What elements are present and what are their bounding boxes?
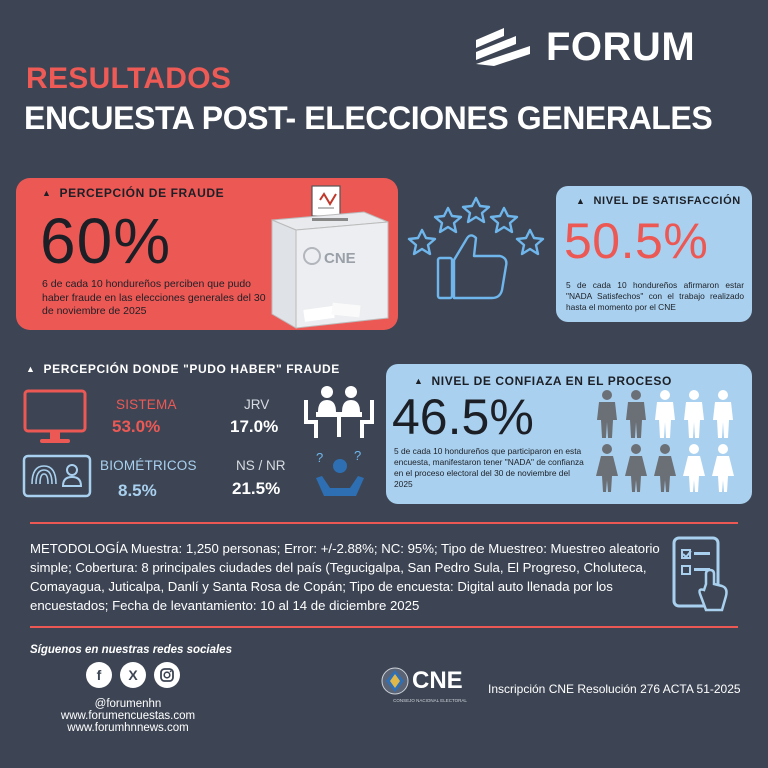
svg-text:?: ? <box>354 448 361 463</box>
confianza-label: ▲ NIVEL DE CONFIAZA EN EL PROCESO <box>414 374 672 388</box>
stars-thumbs-up-icon <box>404 194 548 309</box>
satisfaccion-label: ▲ NIVEL DE SATISFACCIÓN <box>576 195 741 207</box>
biometricos-value: 8.5% <box>118 481 157 500</box>
cne-subtitle: CONSEJO NACIONAL ELECTORAL <box>393 698 467 703</box>
fraude-value: 60% <box>40 205 172 277</box>
person-icon <box>655 390 675 438</box>
forum-logo-icon <box>476 28 530 66</box>
person-icon <box>597 390 617 438</box>
meeting-table-icon <box>302 384 376 445</box>
cne-emblem-icon <box>381 667 409 695</box>
confianza-label-text: NIVEL DE CONFIAZA EN EL PROCESO <box>431 374 672 388</box>
donde-fraude-label-text: PERCEPCIÓN DONDE "PUDO HABER" FRAUDE <box>43 362 340 376</box>
confianza-value: 46.5% <box>392 389 534 445</box>
ballot-box-icon <box>268 182 394 335</box>
computer-icon <box>22 388 88 451</box>
jrv-label: JRV <box>244 397 270 412</box>
tablet-checklist-icon <box>670 534 732 619</box>
social-icons: f X <box>86 662 180 688</box>
satisfaccion-value: 50.5% <box>564 213 709 269</box>
fraude-description: 6 de cada 10 hondureños perciben que pud… <box>42 278 266 317</box>
person-icon <box>684 390 704 438</box>
brand-name: FORUM <box>546 24 696 69</box>
ballot-box-label: CNE <box>324 250 356 267</box>
nsnr-value: 21.5% <box>232 479 281 498</box>
divider-bottom <box>30 626 738 628</box>
people-icons <box>592 388 742 497</box>
triangle-icon: ▲ <box>26 364 36 374</box>
website-link-2[interactable]: www.forumhnnews.com <box>67 722 189 734</box>
person-icon <box>596 444 618 492</box>
page-title: ENCUESTA POST- ELECCIONES GENERALES <box>24 100 713 136</box>
person-icon <box>712 444 734 492</box>
social-title: Síguenos en nuestras redes sociales <box>30 644 232 656</box>
cne-name: CNE <box>412 667 463 694</box>
donde-fraude-label: ▲ PERCEPCIÓN DONDE "PUDO HABER" FRAUDE <box>26 362 340 376</box>
social-handle[interactable]: @forumenhn <box>94 698 162 710</box>
confused-person-icon: ? ? <box>310 448 370 505</box>
svg-text:?: ? <box>316 450 323 465</box>
satisfaccion-card <box>556 186 752 322</box>
cne-inscripcion: Inscripción CNE Resolución 276 ACTA 51-2… <box>488 682 741 696</box>
sistema-value: 53.0% <box>112 417 161 436</box>
divider-top <box>30 522 738 524</box>
confianza-description: 5 de cada 10 hondureños que participaron… <box>394 446 584 489</box>
fraude-label-text: PERCEPCIÓN DE FRAUDE <box>59 186 225 200</box>
person-icon <box>683 444 705 492</box>
satisfaccion-description: 5 de cada 10 hondureños afirmaron estar … <box>566 280 744 312</box>
triangle-icon: ▲ <box>576 196 586 206</box>
triangle-icon: ▲ <box>42 188 52 198</box>
person-icon <box>625 444 647 492</box>
instagram-icon[interactable] <box>154 662 180 688</box>
facebook-icon[interactable]: f <box>86 662 112 688</box>
biometricos-label: BIOMÉTRICOS <box>100 458 197 473</box>
jrv-value: 17.0% <box>230 417 279 436</box>
satisfaccion-label-text: NIVEL DE SATISFACCIÓN <box>593 195 741 207</box>
person-icon <box>626 390 646 438</box>
person-icon <box>654 444 676 492</box>
website-link-1[interactable]: www.forumencuestas.com <box>60 710 196 722</box>
x-icon[interactable]: X <box>120 662 146 688</box>
fraude-label: ▲ PERCEPCIÓN DE FRAUDE <box>42 186 224 200</box>
fingerprint-id-icon <box>22 454 92 503</box>
sistema-label: SISTEMA <box>116 397 177 412</box>
page-title-top: RESULTADOS <box>26 62 232 95</box>
forum-logo: FORUM <box>474 22 714 72</box>
triangle-icon: ▲ <box>414 376 424 386</box>
person-icon <box>713 390 733 438</box>
nsnr-label: NS / NR <box>236 458 286 473</box>
metodologia-text: METODOLOGÍA Muestra: 1,250 personas; Err… <box>30 541 660 613</box>
cne-logo: CNE <box>380 666 463 696</box>
